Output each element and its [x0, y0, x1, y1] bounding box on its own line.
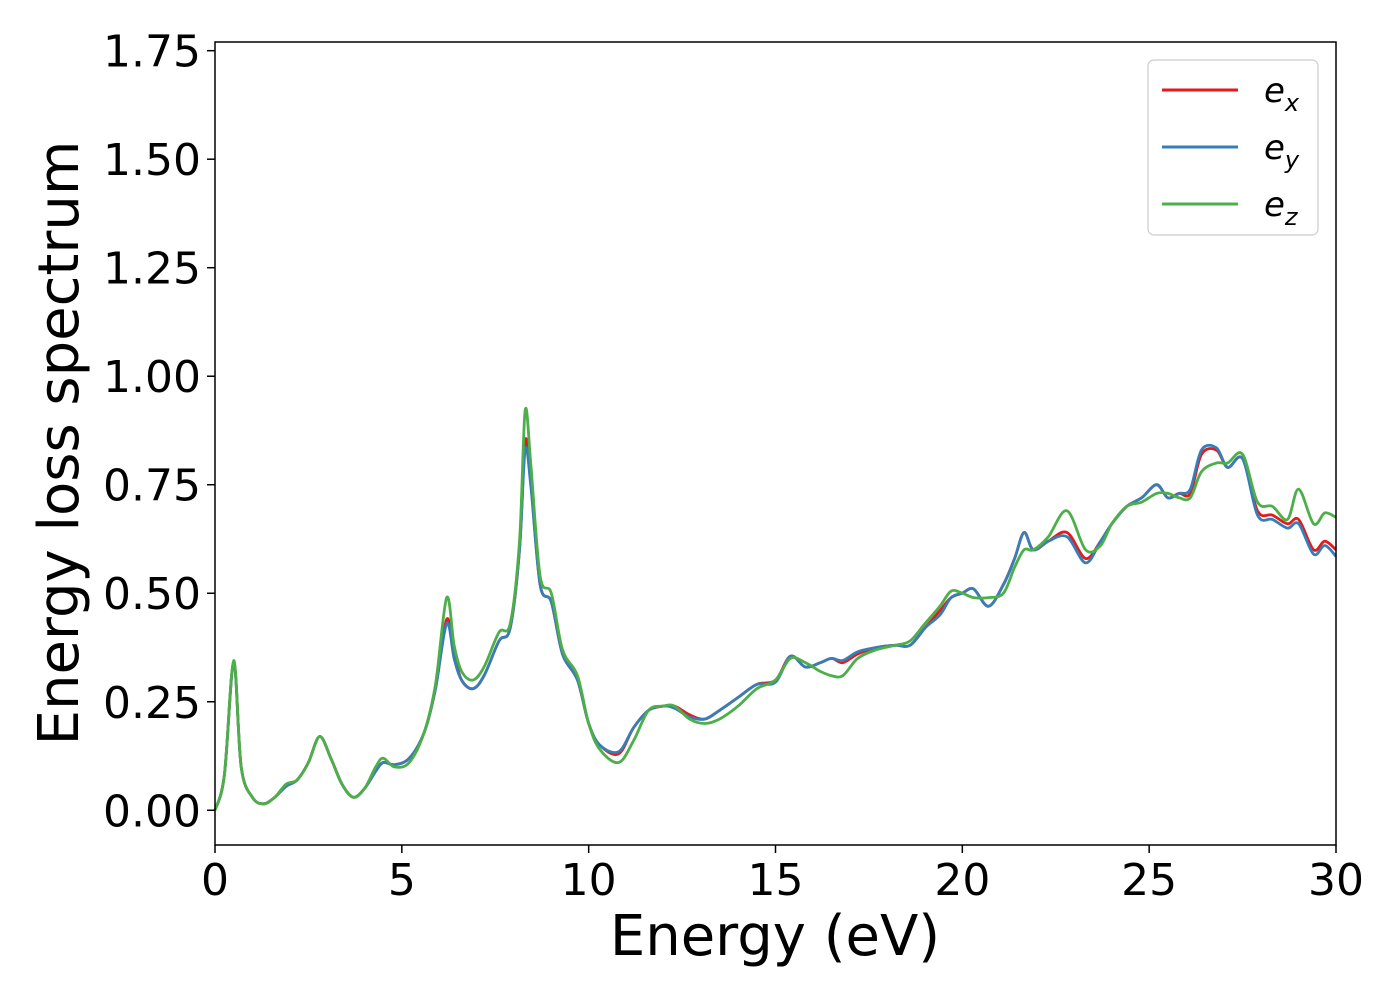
y-tick-label: 1.00: [103, 352, 201, 403]
legend-label-ez: ez: [1264, 185, 1299, 231]
y-tick-label: 1.75: [103, 27, 201, 78]
legend-label-ex: ex: [1264, 71, 1300, 117]
x-axis-ticks: 0 5 10 15 20 25 30: [201, 845, 1364, 906]
y-axis-title: Energy loss spectrum: [27, 141, 92, 746]
y-tick-label: 0.50: [103, 569, 201, 620]
y-tick-label: 1.50: [103, 135, 201, 186]
y-tick-label: 0.25: [103, 678, 201, 729]
legend-label-ey: ey: [1264, 128, 1300, 174]
series-line-ez: [213, 406, 1337, 811]
x-tick-label: 10: [561, 855, 617, 906]
y-tick-label: 1.25: [103, 244, 201, 295]
y-axis-ticks: 0.00 0.25 0.50 0.75 1.00 1.25 1.50 1.75: [103, 27, 215, 837]
legend: ex ey ez: [1147, 59, 1319, 236]
y-tick-label: 0.00: [103, 786, 201, 837]
x-tick-label: 0: [201, 855, 229, 906]
plot-lines: [213, 406, 1338, 811]
x-tick-label: 25: [1121, 855, 1177, 906]
x-tick-label: 30: [1308, 855, 1364, 906]
x-tick-label: 5: [388, 855, 416, 906]
y-tick-label: 0.75: [103, 461, 201, 512]
x-tick-label: 15: [748, 855, 804, 906]
x-axis-title: Energy (eV): [610, 904, 940, 969]
x-tick-label: 20: [934, 855, 990, 906]
